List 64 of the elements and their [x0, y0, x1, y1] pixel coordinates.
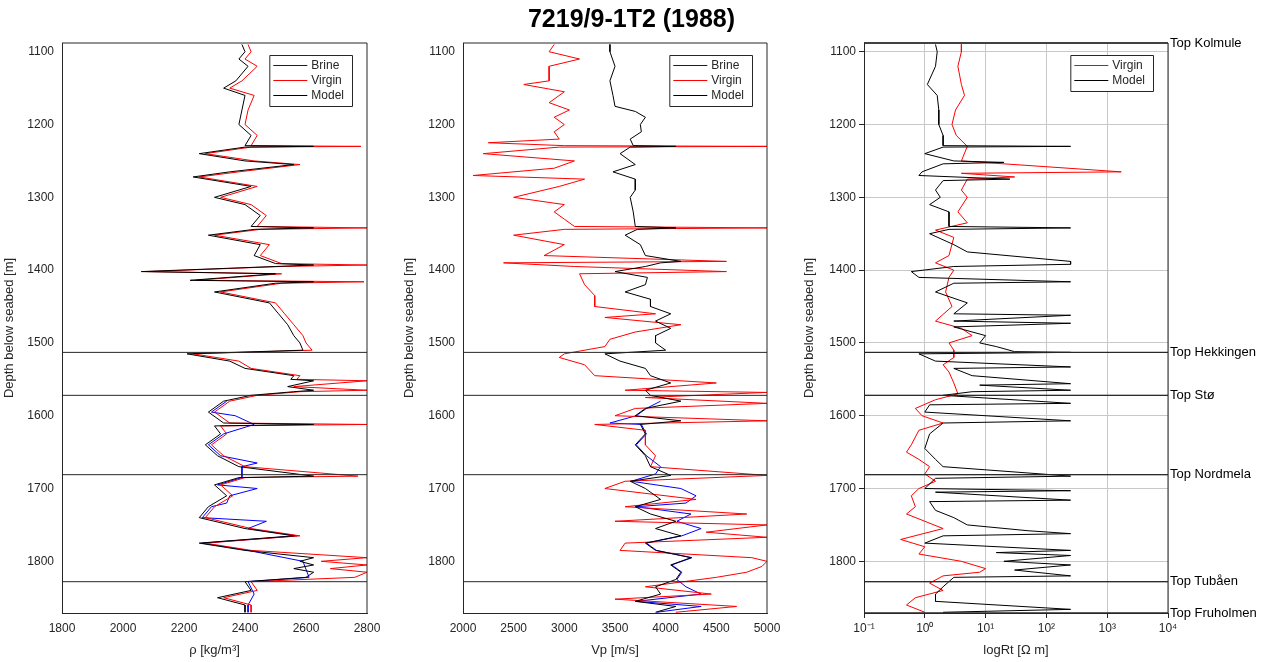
- x-tick-label: 3000: [550, 620, 578, 635]
- y-tick-label: 1800: [829, 553, 857, 568]
- y-tick-label: 1400: [27, 262, 55, 277]
- ref-line-label: Top Fruholmen: [1170, 604, 1257, 620]
- y-tick-label: 1200: [27, 116, 55, 131]
- y-tick-label: 1100: [429, 44, 456, 59]
- legend-label: Model: [311, 87, 344, 102]
- x-axis-title: Vp [m/s]: [591, 641, 639, 657]
- y-axis-title: Depth below seabed [m]: [1, 257, 17, 399]
- y-tick-label: 1200: [829, 116, 857, 131]
- y-tick-label: 1300: [428, 189, 456, 204]
- x-tick-label: 1800: [48, 620, 76, 635]
- x-tick-label: 2600: [292, 620, 320, 635]
- x-tick-label: 2800: [353, 620, 381, 635]
- x-tick-label: 10³: [1098, 620, 1116, 635]
- y-tick-label: 1800: [27, 553, 55, 568]
- x-axis-title: logRt [Ω m]: [983, 641, 1049, 657]
- y-axis-title: Depth below seabed [m]: [401, 257, 417, 399]
- y-tick-label: 1300: [27, 189, 55, 204]
- y-tick-label: 1100: [830, 44, 857, 59]
- ref-line-label: Top Hekkingen: [1170, 343, 1256, 359]
- x-tick-label: 3500: [601, 620, 629, 635]
- x-tick-label: 10¹: [976, 620, 995, 635]
- x-tick-label: 4500: [702, 620, 730, 635]
- y-axis-title: Depth below seabed [m]: [801, 257, 817, 399]
- ref-line-label: Top Tubåen: [1170, 573, 1238, 589]
- x-axis-title: ρ [kg/m³]: [189, 641, 240, 657]
- legend-label: Virgin: [1112, 57, 1143, 72]
- legend-label: Model: [1112, 72, 1145, 87]
- ref-line-label: Top Kolmule: [1170, 34, 1242, 50]
- x-tick-label: 2000: [449, 620, 477, 635]
- x-tick-label: 10⁴: [1158, 620, 1178, 635]
- y-tick-label: 1500: [428, 335, 456, 350]
- y-tick-label: 1700: [428, 480, 456, 495]
- ref-line-label: Top Nordmela: [1170, 466, 1252, 482]
- legend-label: Virgin: [311, 72, 342, 87]
- y-tick-label: 1700: [27, 480, 55, 495]
- legend-label: Virgin: [711, 72, 742, 87]
- x-tick-label: 5000: [753, 620, 781, 635]
- chart-title: 7219/9-1T2 (1988): [526, 4, 737, 33]
- y-tick-label: 1700: [829, 480, 857, 495]
- y-tick-label: 1200: [428, 116, 456, 131]
- x-tick-label: 10⁰: [916, 620, 934, 635]
- ref-line-label: Top Stø: [1170, 386, 1215, 402]
- y-tick-label: 1100: [28, 44, 55, 59]
- y-tick-label: 1600: [428, 408, 456, 423]
- y-tick-label: 1300: [829, 189, 857, 204]
- y-tick-label: 1800: [428, 553, 456, 568]
- x-tick-label: 10⁻¹: [853, 620, 875, 635]
- x-tick-label: 2400: [231, 620, 259, 635]
- x-tick-label: 2500: [500, 620, 528, 635]
- y-tick-label: 1500: [27, 335, 55, 350]
- x-tick-label: 10²: [1037, 620, 1056, 635]
- y-tick-label: 1400: [829, 262, 857, 277]
- x-tick-label: 4000: [652, 620, 680, 635]
- legend-label: Brine: [311, 57, 340, 72]
- x-tick-label: 2200: [170, 620, 198, 635]
- y-tick-label: 1500: [829, 335, 857, 350]
- y-tick-label: 1600: [27, 408, 55, 423]
- x-tick-label: 2000: [109, 620, 137, 635]
- legend-label: Model: [711, 87, 744, 102]
- legend-label: Brine: [711, 57, 740, 72]
- y-tick-label: 1600: [829, 408, 857, 423]
- y-tick-label: 1400: [428, 262, 456, 277]
